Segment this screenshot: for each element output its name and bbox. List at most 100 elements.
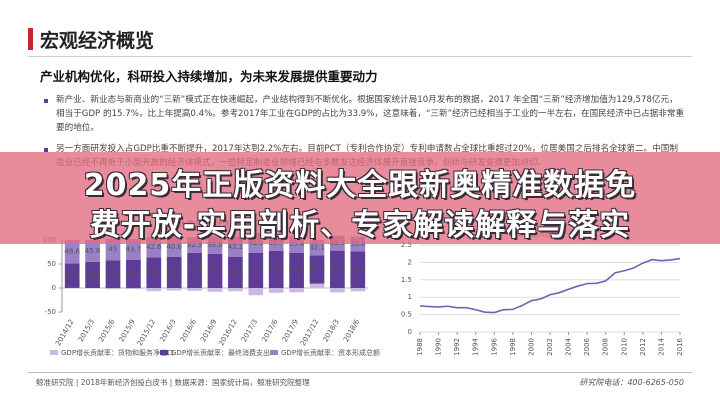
banner-line: 费开放-实用剖析、专家解读解释与落实 [89,208,631,243]
x-tick-label: 2016 [676,337,684,355]
y-tick-label: 0 [52,284,56,292]
x-tick-label: 2002 [546,338,554,356]
legend-swatch [50,350,58,355]
bar-segment [146,288,162,292]
value-label: 64.6 [228,268,244,276]
subtitle: 产业机构优化，科研投入持续增加，为未来发展提供重要动力 [40,69,378,84]
x-tick-label: 2015/3 [77,318,96,343]
value-label: 77.8 [330,265,346,273]
x-tick-label: 2014/12 [54,318,75,347]
value-label: 57.4 [105,270,121,278]
bar-segment [166,256,182,288]
bar-segment [146,257,162,288]
bar-segment [126,259,141,288]
x-tick-label: 2018/6 [342,318,362,344]
y-tick-label: 1 [408,293,412,301]
value-label: 42.6 [146,243,162,251]
value-label: 71 [211,267,220,275]
bar-segment [350,288,366,292]
bullet-text: 新产业、新业态与新商业的“三新”模式正在快速崛起，产业结构得到不断优化。根据国家… [56,95,685,133]
legend-swatch [160,350,168,355]
bar-segment [268,288,284,293]
value-label: 32.3 [187,241,203,249]
footer-rule [28,372,692,373]
x-tick-label: 2012 [639,338,647,356]
x-tick-label: 2017/3 [240,318,259,343]
x-tick-label: 2014 [657,337,665,355]
banner-line: 2025年正版资料大全跟新奥精准数据免 [83,168,637,203]
y-tick-label: -50 [45,308,56,316]
value-label: 48.6 [64,248,80,256]
x-tick-label: 2016/12 [217,318,238,347]
x-tick-label: 2017/9 [281,318,300,343]
y-tick-label: 2 [408,258,412,266]
bar-segment [289,288,304,293]
bar-segment [126,238,141,260]
bar-segment [330,250,345,288]
x-tick-label: 1992 [453,338,461,356]
value-label: 54.4 [85,271,101,279]
x-tick-label: 2017/12 [299,318,320,347]
value-label: 36.8 [207,241,223,249]
bar-segment [105,238,121,261]
bar-segment [187,288,202,291]
value-label: 64.7 [166,268,182,276]
x-tick-label: 1988 [416,338,424,356]
slide-title: 宏观经济概览 [40,30,155,52]
value-label: 77.2 [268,265,284,273]
bar-segment [309,255,325,284]
bar-segment [248,253,264,288]
footer-phone: 研究院电话：400-6265-050 [579,378,684,387]
bar-segment [187,252,202,288]
value-label: 40.6 [166,243,182,251]
value-label: 73.5 [289,266,305,274]
bar-segment [228,256,243,288]
x-tick-label: 2015/12 [136,318,157,347]
value-label: 51.2 [64,272,80,280]
legend-label: GDP增长贡献率：资本形成总额 [281,348,380,357]
legend-swatch [270,350,278,355]
bar-segment [309,283,325,288]
bar-segment [64,240,80,264]
value-label: 76.4 [350,266,366,274]
value-label: 64.1 [146,269,162,277]
bar-segment [207,288,223,292]
bullet-dot [44,99,48,103]
bar-segment [85,261,100,288]
x-tick-label: 1994 [472,337,480,355]
bar-segment [85,240,100,262]
value-label: 45.6 [85,247,101,255]
bullet-dot [44,148,48,152]
line-series [419,257,681,314]
bar-segment [105,288,121,290]
x-tick-label: 2016/9 [199,318,218,343]
bar-segment [126,288,141,290]
value-label: 58.4 [126,270,142,278]
bar-segment [268,250,284,288]
value-label: 42.2 [228,243,244,251]
bar-segment [64,263,80,288]
value-label: 43.7 [126,245,142,253]
x-tick-label: 2000 [527,338,535,356]
bar-segment [166,288,182,291]
bar-segment [248,288,264,296]
x-tick-label: 2006 [583,337,591,355]
y-tick-label: 0 [408,328,412,336]
value-label: 32.1 [309,244,325,252]
value-label: 58.8 [309,266,325,274]
x-tick-label: 1996 [490,337,498,355]
y-tick-label: 0.5 [401,311,412,319]
x-tick-label: 2017/6 [260,318,280,344]
value-label: 72.9 [248,267,264,275]
x-tick-label: 2004 [565,337,573,355]
title-rule [28,56,692,57]
value-label: 73.4 [187,266,203,274]
x-tick-label: 2018/3 [322,318,341,343]
x-tick-label: 2010 [620,338,628,356]
x-tick-label: 2015/9 [118,318,137,343]
bar-segment [330,288,345,293]
value-label: 45 [109,246,118,254]
footer-source: 鲸准研究院 | 2018年新经济创投白皮书 | 数据来源：国家统计局，鲸准研究院… [36,378,310,387]
